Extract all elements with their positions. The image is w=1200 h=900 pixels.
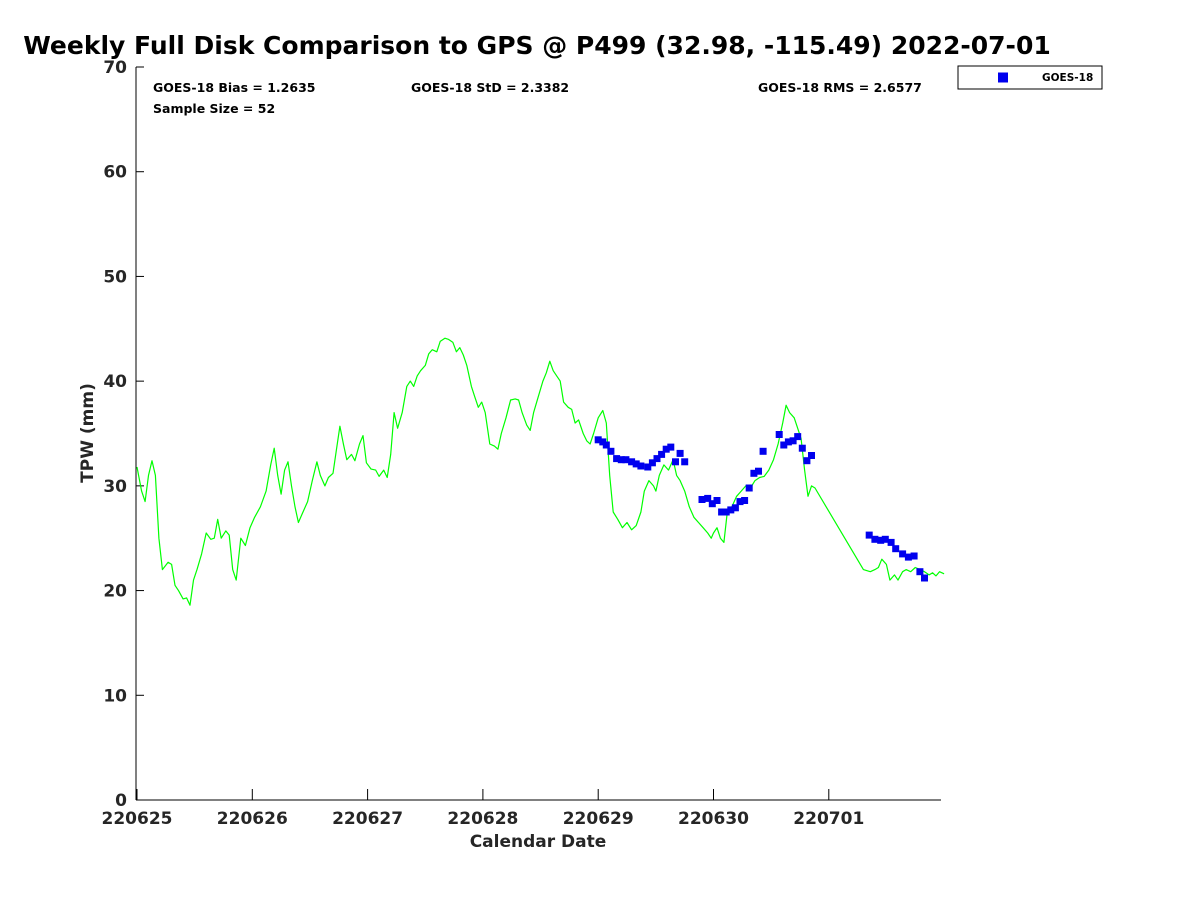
- y-tick-label: 40: [103, 372, 127, 392]
- y-tick-label: 0: [115, 791, 127, 811]
- y-tick-label: 50: [103, 267, 127, 287]
- data-point-goes-18: [808, 452, 815, 459]
- data-point-goes-18: [658, 450, 666, 458]
- data-point-goes-18: [745, 484, 753, 492]
- data-point-goes-18: [892, 545, 900, 553]
- data-point-goes-18: [731, 504, 739, 512]
- legend: GOES-18: [957, 65, 1103, 90]
- data-point-goes-18: [698, 496, 706, 503]
- data-point-goes-18: [681, 458, 689, 466]
- data-point-goes-18: [916, 568, 924, 576]
- data-point-goes-18: [594, 436, 602, 444]
- data-point-goes-18: [704, 494, 712, 502]
- x-tick-label: 220628: [447, 809, 518, 829]
- legend-marker-goes-18: [998, 72, 1008, 83]
- data-point-goes-18: [607, 447, 615, 455]
- data-point-goes-18: [622, 456, 630, 464]
- data-point-goes-18: [741, 497, 749, 504]
- data-point-goes-18: [881, 535, 889, 543]
- x-tick-label: 220626: [217, 809, 288, 829]
- data-point-goes-18: [750, 469, 758, 477]
- data-point-goes-18: [780, 441, 788, 449]
- chart-title: Weekly Full Disk Comparison to GPS @ P49…: [23, 31, 1050, 60]
- stat-bias: GOES-18 Bias = 1.2635: [153, 80, 315, 95]
- data-point-goes-18: [676, 449, 684, 457]
- x-tick-label: 220629: [563, 809, 634, 829]
- data-point-goes-18: [904, 553, 912, 561]
- data-point-goes-18: [667, 443, 675, 451]
- x-axis-label: Calendar Date: [470, 832, 607, 852]
- data-point-goes-18: [722, 508, 730, 516]
- x-tick-label: 220625: [102, 809, 173, 829]
- data-point-goes-18: [637, 462, 645, 470]
- legend-label-goes-18: GOES-18: [1042, 72, 1093, 84]
- x-tick-label: 220630: [678, 809, 749, 829]
- data-point-goes-18: [644, 463, 652, 471]
- plot-area: 0 10 20 30 40 50 60 70 220625 220626 220627 220628…: [102, 58, 945, 829]
- data-point-goes-18: [708, 500, 716, 508]
- stat-std: GOES-18 StD = 2.3382: [411, 80, 569, 95]
- data-point-goes-18: [727, 506, 735, 514]
- data-point-goes-18: [803, 457, 811, 465]
- data-point-goes-18: [910, 552, 918, 560]
- data-point-goes-18: [648, 459, 656, 467]
- y-tick-label: 30: [103, 477, 127, 497]
- y-tick-label: 60: [103, 163, 127, 183]
- stat-rms: GOES-18 RMS = 2.6577: [758, 80, 922, 95]
- data-point-goes-18: [921, 574, 928, 582]
- data-point-goes-18: [713, 497, 721, 504]
- legend-box: [957, 65, 1103, 90]
- data-point-goes-18: [784, 438, 792, 446]
- data-point-goes-18: [617, 456, 625, 464]
- data-point-goes-18: [865, 531, 873, 539]
- y-axis-label: TPW (mm): [78, 383, 98, 483]
- x-tick-label: 220627: [332, 809, 403, 829]
- y-tick-label: 20: [103, 582, 127, 602]
- stats-annotations: GOES-18 Bias = 1.2635 GOES-18 StD = 2.33…: [153, 80, 922, 116]
- data-point-goes-18: [789, 437, 797, 445]
- stat-sample-size: Sample Size = 52: [153, 101, 275, 116]
- x-ticks: 220625 220626 220627 220628 220629 220630 2207…: [102, 789, 864, 829]
- data-point-goes-18: [613, 455, 621, 463]
- y-ticks: 0 10 20 30 40 50 60 70: [103, 58, 144, 811]
- data-point-goes-18: [628, 458, 636, 466]
- data-point-goes-18: [736, 498, 744, 506]
- data-point-goes-18: [877, 536, 885, 544]
- data-point-goes-18: [718, 508, 726, 516]
- data-point-goes-18: [672, 458, 679, 466]
- series-line-gps: [136, 337, 945, 606]
- x-tick-label: 220701: [793, 809, 864, 829]
- y-tick-label: 10: [103, 686, 127, 706]
- data-point-goes-18: [602, 441, 610, 449]
- data-point-goes-18: [887, 538, 895, 546]
- data-point-goes-18: [759, 447, 767, 455]
- data-point-goes-18: [755, 467, 762, 475]
- data-point-goes-18: [632, 460, 640, 468]
- y-tick-label: 70: [103, 58, 127, 78]
- data-point-goes-18: [871, 535, 879, 543]
- data-point-goes-18: [899, 550, 907, 558]
- series-layer: [136, 337, 945, 606]
- data-point-goes-18: [798, 444, 806, 452]
- data-point-goes-18: [653, 455, 661, 463]
- data-point-goes-18: [794, 433, 802, 441]
- data-point-goes-18: [662, 445, 670, 453]
- data-point-goes-18: [775, 431, 783, 438]
